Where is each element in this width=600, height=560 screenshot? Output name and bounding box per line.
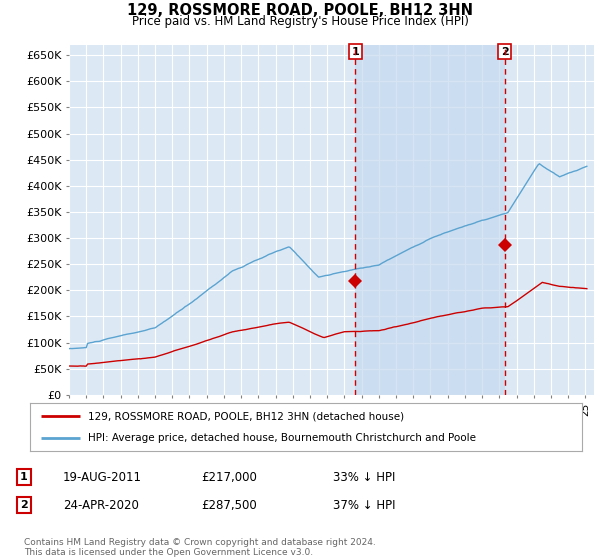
Text: 19-AUG-2011: 19-AUG-2011 (63, 470, 142, 484)
Text: 1: 1 (352, 46, 359, 57)
Text: 2: 2 (501, 46, 509, 57)
Text: HPI: Average price, detached house, Bournemouth Christchurch and Poole: HPI: Average price, detached house, Bour… (88, 433, 476, 443)
Text: 129, ROSSMORE ROAD, POOLE, BH12 3HN: 129, ROSSMORE ROAD, POOLE, BH12 3HN (127, 3, 473, 18)
Text: 2: 2 (20, 500, 28, 510)
Bar (355, 45, 505, 395)
Text: £287,500: £287,500 (201, 498, 257, 512)
Text: £217,000: £217,000 (201, 470, 257, 484)
Text: 129, ROSSMORE ROAD, POOLE, BH12 3HN (detached house): 129, ROSSMORE ROAD, POOLE, BH12 3HN (det… (88, 411, 404, 421)
Text: 24-APR-2020: 24-APR-2020 (63, 498, 139, 512)
Text: Contains HM Land Registry data © Crown copyright and database right 2024.
This d: Contains HM Land Registry data © Crown c… (24, 538, 376, 557)
Text: 33% ↓ HPI: 33% ↓ HPI (333, 470, 395, 484)
Text: 1: 1 (20, 472, 28, 482)
Text: Price paid vs. HM Land Registry's House Price Index (HPI): Price paid vs. HM Land Registry's House … (131, 15, 469, 28)
Text: 37% ↓ HPI: 37% ↓ HPI (333, 498, 395, 512)
